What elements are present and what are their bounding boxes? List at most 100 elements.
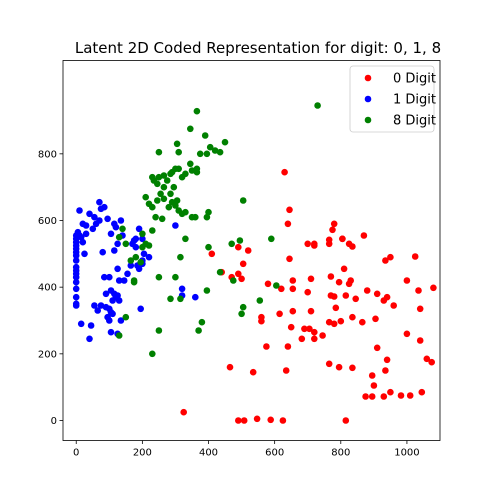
data-point — [250, 369, 257, 376]
data-point — [387, 389, 394, 396]
data-point — [194, 108, 201, 115]
data-point — [412, 253, 419, 260]
data-point — [339, 236, 346, 243]
data-point — [382, 257, 389, 264]
data-point — [182, 236, 189, 243]
data-point — [73, 302, 80, 309]
data-point — [265, 281, 272, 288]
data-point — [352, 296, 359, 303]
data-point — [343, 292, 350, 299]
data-point — [179, 174, 186, 181]
data-point — [139, 231, 146, 238]
data-point — [114, 266, 121, 273]
data-point — [73, 279, 80, 286]
y-tick-label: 800 — [38, 149, 57, 160]
data-point — [326, 319, 333, 326]
data-point — [331, 293, 338, 300]
x-tick-label: 200 — [133, 448, 152, 459]
data-point — [268, 236, 275, 243]
data-point — [133, 236, 140, 243]
data-point — [149, 204, 156, 211]
y-tick-label: 200 — [38, 349, 57, 360]
data-point — [390, 302, 397, 309]
x-tick-label: 0 — [73, 448, 79, 459]
series-1 — [180, 169, 436, 424]
data-point — [101, 204, 108, 211]
data-point — [238, 276, 245, 283]
data-point — [290, 308, 297, 315]
data-point — [331, 221, 338, 228]
series-3 — [116, 102, 321, 357]
data-point — [326, 361, 333, 368]
data-point — [108, 231, 115, 238]
data-point — [238, 311, 245, 318]
data-point — [336, 364, 343, 371]
data-point — [76, 207, 83, 214]
data-points — [73, 102, 437, 424]
data-point — [347, 277, 354, 284]
data-point — [359, 319, 366, 326]
data-point — [133, 244, 140, 251]
data-point — [182, 209, 189, 216]
data-point — [241, 417, 248, 424]
data-point — [254, 416, 261, 423]
data-point — [286, 207, 293, 214]
legend-label: 1 Digit — [393, 93, 436, 108]
data-point — [382, 367, 389, 374]
data-point — [195, 327, 202, 334]
data-point — [202, 132, 209, 139]
data-point — [141, 251, 148, 258]
data-point — [428, 359, 435, 366]
data-point — [257, 297, 264, 304]
data-point — [263, 343, 270, 350]
data-point — [154, 197, 161, 204]
data-point — [285, 221, 292, 228]
data-point — [81, 251, 88, 258]
data-point — [106, 317, 113, 324]
legend-marker — [365, 75, 372, 82]
data-point — [156, 274, 163, 281]
data-point — [338, 318, 345, 325]
data-point — [164, 177, 171, 184]
data-point — [99, 249, 106, 256]
data-point — [407, 392, 414, 399]
data-point — [374, 345, 381, 352]
data-point — [245, 247, 252, 254]
data-point — [78, 321, 85, 328]
data-point — [73, 294, 80, 301]
data-point — [417, 306, 424, 313]
data-point — [133, 254, 140, 261]
data-point — [192, 294, 199, 301]
data-point — [199, 319, 206, 326]
data-point — [227, 364, 234, 371]
x-tick-label: 800 — [331, 448, 350, 459]
data-point — [116, 297, 123, 304]
legend-marker — [365, 96, 372, 103]
data-point — [290, 286, 297, 293]
legend: 0 Digit 1 Digit 8 Digit — [350, 66, 436, 132]
data-point — [404, 331, 411, 338]
data-point — [361, 232, 368, 239]
data-point — [299, 336, 306, 343]
data-point — [83, 222, 90, 229]
data-point — [283, 367, 290, 374]
data-point — [369, 393, 376, 400]
data-point — [336, 279, 343, 286]
data-point — [121, 277, 128, 284]
data-point — [106, 274, 113, 281]
data-point — [415, 287, 422, 294]
data-point — [180, 409, 187, 416]
data-point — [314, 102, 321, 109]
data-point — [179, 286, 186, 293]
data-point — [398, 392, 405, 399]
data-point — [204, 287, 211, 294]
data-point — [177, 254, 184, 261]
data-point — [372, 316, 379, 323]
data-point — [154, 181, 161, 188]
data-point — [228, 241, 235, 248]
data-point — [73, 257, 80, 264]
data-point — [118, 217, 125, 224]
data-point — [109, 311, 116, 318]
data-point — [304, 289, 311, 296]
data-point — [319, 332, 326, 339]
